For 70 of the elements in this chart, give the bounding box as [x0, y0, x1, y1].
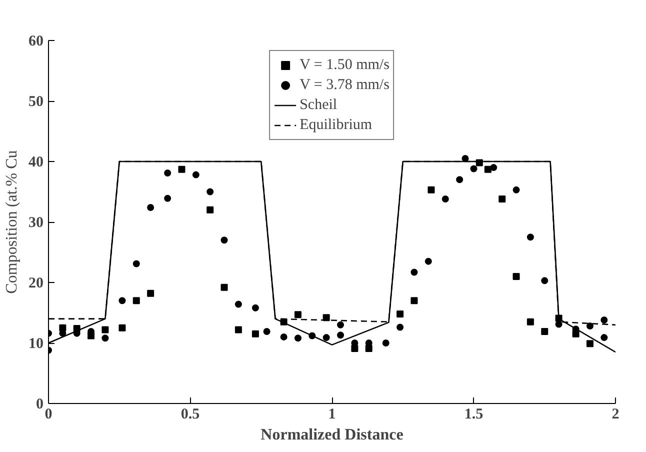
- point: [252, 330, 259, 338]
- y-tick-label: 40: [28, 154, 44, 170]
- point: [337, 321, 344, 328]
- point: [263, 328, 270, 335]
- point: [526, 234, 534, 241]
- point: [541, 277, 548, 284]
- point: [280, 333, 288, 340]
- legend-label: V = 3.78 mm/s: [300, 76, 390, 94]
- x-tick-label: 1: [328, 406, 336, 422]
- point: [220, 236, 228, 244]
- point: [102, 334, 109, 342]
- point: [132, 260, 140, 268]
- point: [322, 334, 330, 342]
- legend-label: Equilibrium: [300, 116, 372, 134]
- point: [147, 204, 154, 211]
- point: [470, 165, 478, 172]
- y-tick-label: 50: [28, 94, 44, 110]
- x-axis-title: Normalized Distance: [260, 426, 404, 444]
- point: [164, 170, 172, 176]
- point: [132, 297, 140, 304]
- x-tick-label: 0.5: [180, 406, 200, 422]
- y-tick-label: 0: [36, 396, 44, 412]
- point: [294, 311, 302, 318]
- point: [206, 206, 214, 214]
- point: [586, 340, 594, 348]
- point: [600, 316, 608, 324]
- point: [118, 324, 126, 332]
- point: [382, 340, 390, 346]
- point: [484, 166, 492, 173]
- point: [512, 272, 520, 280]
- y-tick-label: 20: [28, 276, 44, 292]
- point: [337, 332, 344, 339]
- point: [178, 166, 186, 173]
- legend-label: V = 1.50 mm/s: [300, 56, 390, 74]
- point: [220, 284, 228, 291]
- y-tick-label: 10: [28, 336, 44, 352]
- point: [234, 300, 242, 308]
- point: [526, 318, 534, 326]
- point: [410, 297, 418, 304]
- x-tick-label: 1.5: [464, 406, 484, 422]
- point: [147, 290, 154, 297]
- x-tick-label: 2: [612, 406, 620, 422]
- point: [600, 334, 608, 342]
- point: [498, 196, 506, 203]
- point: [118, 297, 126, 304]
- point: [456, 176, 464, 184]
- point: [102, 326, 109, 334]
- point: [396, 324, 404, 331]
- point: [294, 334, 302, 342]
- y-tick-label: 30: [28, 215, 44, 231]
- y-axis-title: Composition (at.% Cu: [4, 150, 20, 294]
- point: [512, 186, 520, 194]
- point: [322, 314, 330, 322]
- point: [396, 310, 404, 318]
- point: [462, 154, 469, 162]
- point: [555, 320, 562, 328]
- point: [410, 268, 418, 276]
- point: [490, 164, 498, 172]
- point: [234, 326, 242, 334]
- legend-label: Scheil: [300, 96, 338, 114]
- point: [424, 258, 432, 265]
- point: [541, 328, 548, 336]
- point: [192, 171, 200, 178]
- point: [164, 194, 172, 202]
- y-tick-label: 60: [28, 34, 44, 50]
- point: [206, 188, 214, 196]
- point: [428, 186, 435, 194]
- point: [252, 304, 259, 312]
- point: [586, 322, 594, 330]
- point: [442, 196, 449, 203]
